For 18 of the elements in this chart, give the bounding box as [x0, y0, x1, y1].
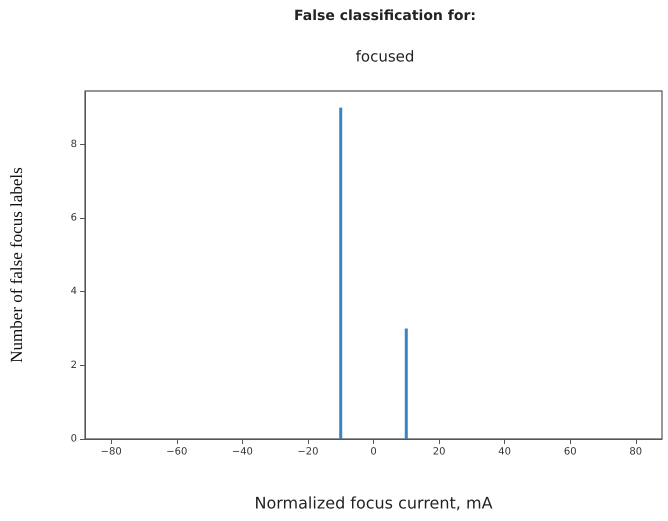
y-axis-title: Number of false focus labels	[7, 167, 26, 363]
y-tick-label: 2	[70, 360, 77, 371]
x-tick-label: 40	[498, 446, 512, 458]
chart-subtitle: focused	[356, 48, 414, 66]
x-tick-label: −20	[297, 446, 318, 458]
y-tick-label: 6	[70, 212, 77, 224]
x-tick-label: 0	[370, 446, 377, 458]
y-tick-label: 0	[70, 434, 77, 444]
x-axis-title: Normalized focus current, mA	[254, 494, 493, 512]
y-tick-label: 4	[70, 286, 77, 298]
x-tick-label: −80	[100, 446, 122, 458]
x-tick-label: 20	[432, 446, 446, 458]
x-tick-label: −60	[166, 446, 188, 458]
x-tick-label: 60	[564, 446, 577, 458]
chart-title: False classification for:	[294, 8, 476, 24]
y-tick-label: 8	[70, 138, 77, 150]
x-tick-label: −40	[232, 446, 253, 458]
x-tick-label: 80	[629, 446, 642, 458]
